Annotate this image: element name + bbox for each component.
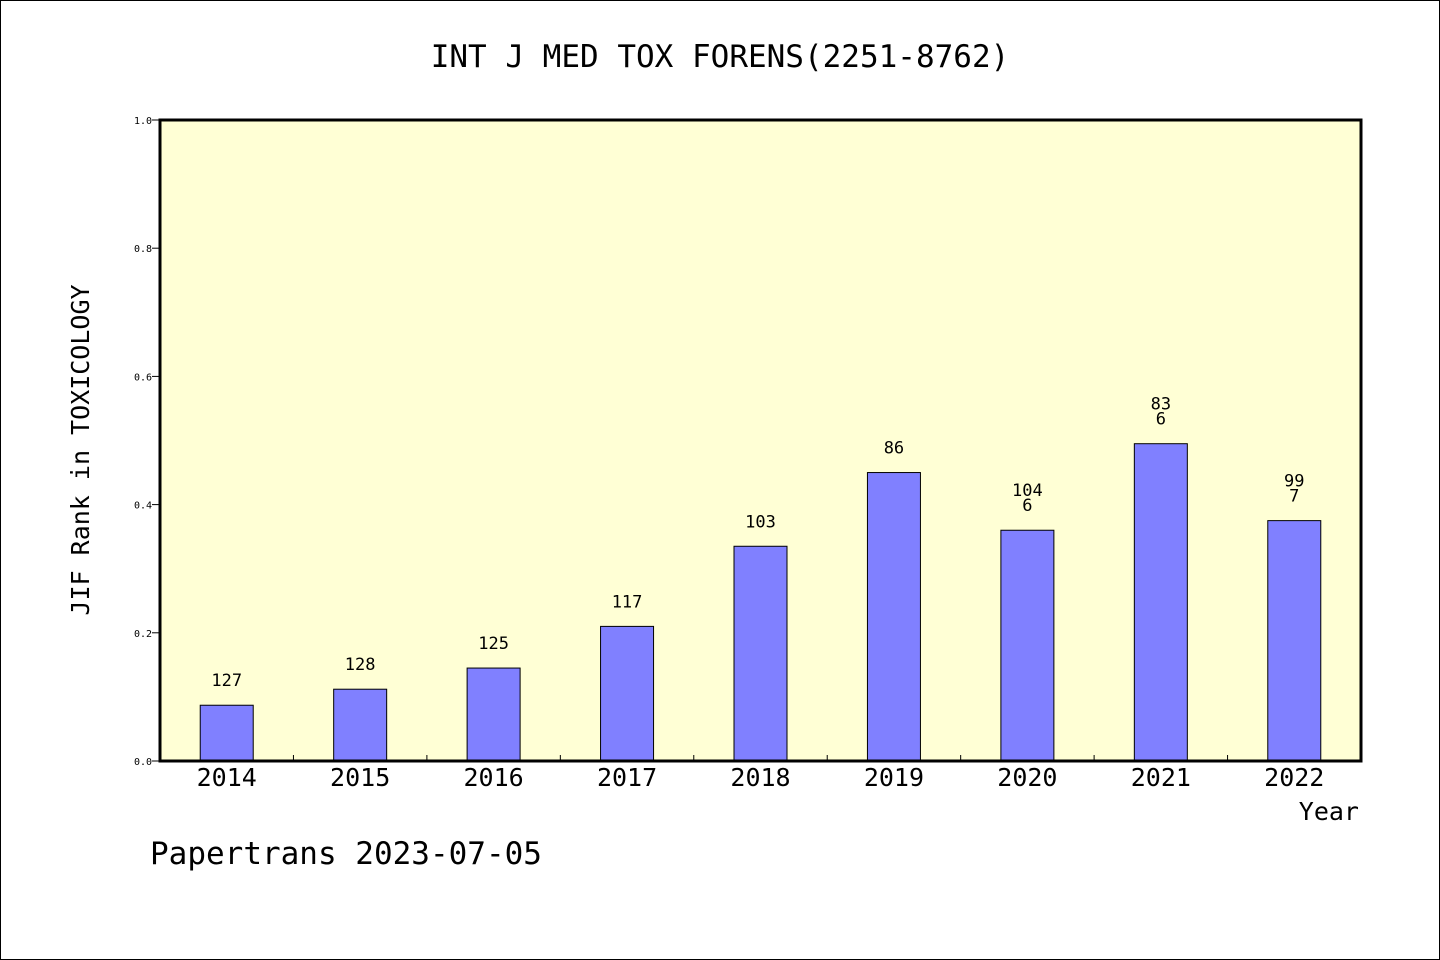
data-label-2021: 83 — [1151, 395, 1171, 415]
bar-2016 — [466, 667, 521, 762]
y-tick-label: 0.4 — [134, 501, 152, 512]
data-label-2015: 128 — [345, 655, 376, 675]
x-tick-label: 2022 — [1264, 763, 1324, 792]
x-tick-label: 2018 — [730, 763, 790, 792]
chart-title: INT J MED TOX FORENS(2251-8762) — [431, 39, 1010, 75]
bars — [199, 443, 1322, 762]
x-tick-label: 2015 — [330, 763, 390, 792]
x-axis-ticks: 2014 2015 2016 2017 2018 2019 2020 2021 2022 — [197, 755, 1324, 792]
data-label-2016: 125 — [478, 634, 509, 654]
bar-2015 — [333, 688, 388, 762]
plot-border — [158, 118, 1363, 763]
bar-2020 — [1000, 529, 1055, 762]
data-label-2014: 127 — [211, 671, 242, 691]
y-tick-label: 0.2 — [134, 629, 152, 640]
watermark-text: Papertrans 2023-07-05 — [150, 836, 542, 872]
x-tick-label: 2017 — [597, 763, 657, 792]
x-tick-label: 2014 — [197, 763, 257, 792]
data-label-2018: 103 — [745, 512, 776, 532]
bar-2017 — [600, 625, 655, 762]
bar-2022 — [1267, 520, 1322, 762]
bar-2014 — [199, 704, 254, 762]
bar-2018 — [733, 545, 788, 762]
y-tick-label: 0.0 — [134, 757, 152, 768]
bar-2019 — [866, 472, 921, 762]
x-tick-label: 2019 — [864, 763, 924, 792]
data-label-2019: 86 — [884, 439, 904, 459]
y-axis-title: JIF Rank in TOXICOLOGY — [66, 284, 95, 615]
y-tick-label: 0.8 — [134, 244, 152, 255]
data-label-2020: 104 — [1012, 481, 1043, 501]
data-label-2022: 99 — [1284, 472, 1304, 492]
x-tick-label: 2020 — [997, 763, 1057, 792]
data-label-2022: 7 — [1289, 487, 1299, 507]
bar-2021 — [1133, 443, 1188, 762]
x-tick-label: 2016 — [464, 763, 524, 792]
data-label-2021: 6 — [1156, 410, 1166, 430]
x-tick-label: 2021 — [1131, 763, 1191, 792]
data-label-2017: 117 — [612, 592, 643, 612]
y-axis-ticks: 0.0 0.2 0.4 0.6 0.8 1.0 — [134, 116, 160, 768]
y-tick-label: 1.0 — [134, 116, 152, 127]
y-tick-label: 0.6 — [134, 372, 152, 383]
data-label-2020: 6 — [1022, 496, 1032, 516]
x-axis-title: Year — [1299, 797, 1359, 826]
